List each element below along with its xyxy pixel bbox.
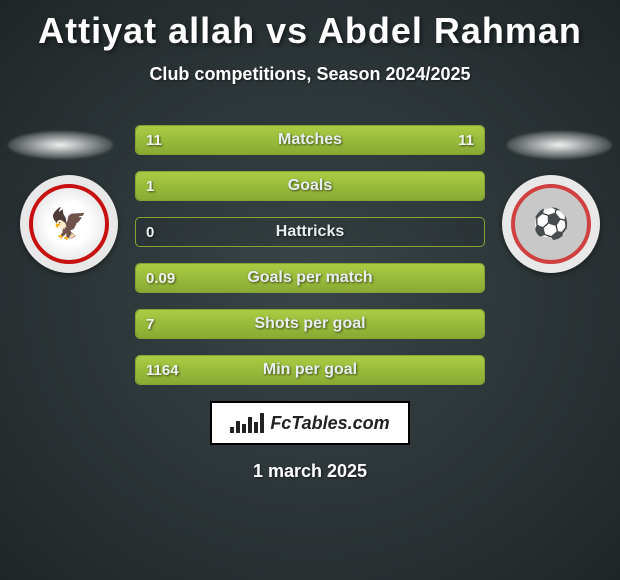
crest-left-icon: 🦅 [29,184,109,264]
stat-row: 11 Matches 11 [135,125,485,155]
stat-label: Shots per goal [254,315,365,333]
stat-label: Matches [278,131,342,149]
stat-value-left: 7 [146,316,154,333]
stat-value-left: 0.09 [146,270,175,287]
stat-row: 0.09 Goals per match [135,263,485,293]
stat-label: Goals [288,177,332,195]
date-label: 1 march 2025 [0,461,620,482]
stat-label: Min per goal [263,361,357,379]
subtitle: Club competitions, Season 2024/2025 [0,64,620,85]
glow-right [507,131,612,159]
stat-row: 1164 Min per goal [135,355,485,385]
crest-right: ⚽ [502,175,600,273]
stat-value-right: 11 [458,132,474,149]
brand-text: FcTables.com [270,413,389,434]
brand-badge[interactable]: FcTables.com [210,401,410,445]
crest-right-icon: ⚽ [511,184,591,264]
stat-bars: 11Matches111Goals0Hattricks0.09Goals per… [135,125,485,385]
stat-row: 0 Hattricks [135,217,485,247]
stat-value-left: 1 [146,178,154,195]
comparison-region: 🦅 ⚽ 11Matches111Goals0Hattricks0.09Goals… [0,125,620,482]
stat-value-left: 11 [146,132,162,149]
stat-value-left: 1164 [146,362,179,379]
page-title: Attiyat allah vs Abdel Rahman [0,0,620,52]
chart-icon [230,413,264,433]
crest-left: 🦅 [20,175,118,273]
stat-row: 7 Shots per goal [135,309,485,339]
stat-label: Hattricks [276,223,344,241]
stat-label: Goals per match [247,269,372,287]
stat-row: 1 Goals [135,171,485,201]
glow-left [8,131,113,159]
stat-value-left: 0 [146,224,154,241]
